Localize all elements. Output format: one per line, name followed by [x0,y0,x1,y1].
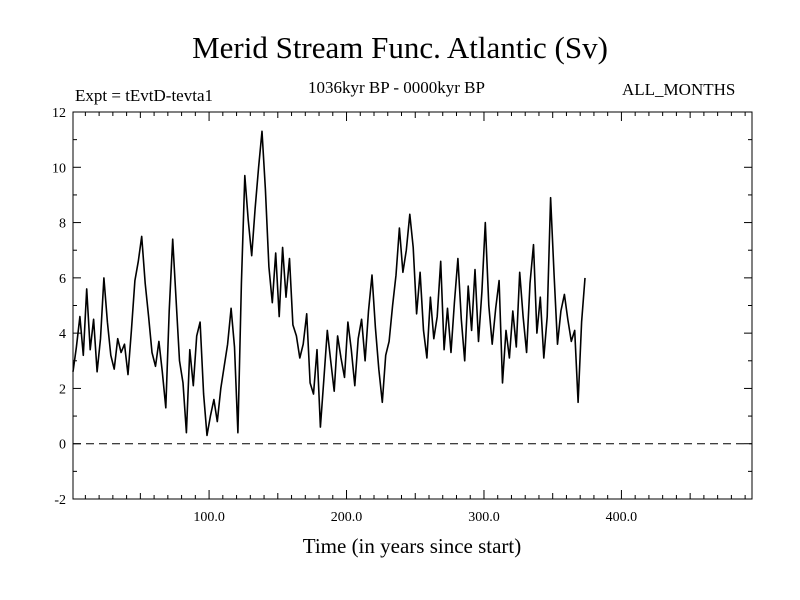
y-tick-label: 12 [52,106,66,121]
experiment-label: Expt = tEvtD-tevta1 [75,86,214,105]
y-tick-label: -2 [54,493,66,508]
x-tick-label: 200.0 [331,510,363,525]
x-axis: 100.0 200.0 300.0 400.0 [84,112,746,525]
chart-title: Merid Stream Func. Atlantic (Sv) [192,30,608,65]
x-tick-label: 300.0 [468,510,500,525]
months-label: ALL_MONTHS [622,80,736,99]
series-line [72,130,586,437]
y-tick-label: 8 [59,217,66,232]
x-axis-title: Time (in years since start) [303,534,522,558]
y-tick-label: 4 [59,327,66,342]
y-axis: -2 0 2 4 6 8 10 12 [52,106,752,508]
plot-area-frame [72,111,753,500]
x-tick-label: 100.0 [193,510,225,525]
y-tick-label: 0 [59,438,66,453]
y-tick-label: 2 [59,382,66,397]
x-tick-label: 400.0 [606,510,638,525]
y-tick-label: 6 [59,272,66,287]
period-label: 1036kyr BP - 0000kyr BP [308,78,485,97]
y-tick-label: 10 [52,161,66,176]
